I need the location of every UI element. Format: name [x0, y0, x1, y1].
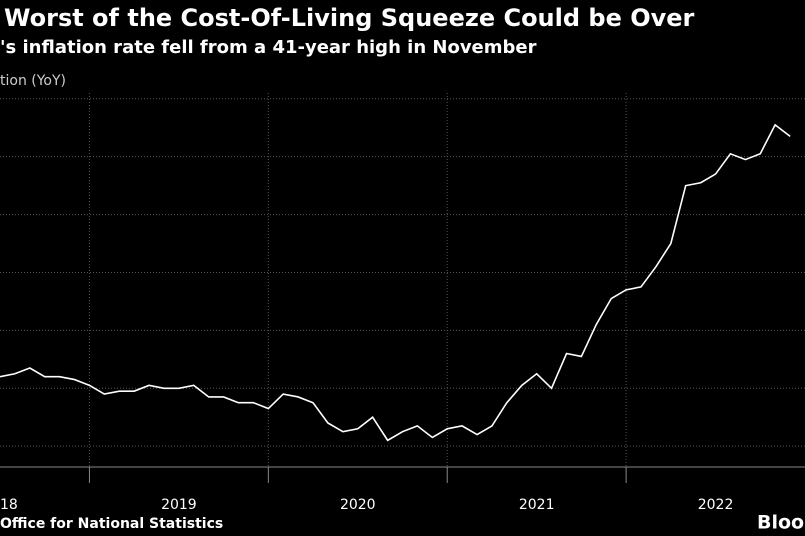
x-tick-label: 2020 [340, 497, 376, 513]
x-tick-label: 2019 [161, 497, 197, 513]
data-line [0, 123, 791, 442]
brand: Bloom [757, 512, 805, 534]
y-axis-label: tion (YoY) [0, 73, 66, 89]
chart-subtitle: 's inflation rate fell from a 41-year hi… [0, 37, 537, 58]
chart-title: Worst of the Cost-Of-Living Squeeze Coul… [4, 4, 695, 32]
x-tick-label: 2022 [698, 497, 734, 513]
x-tick-label: 2021 [519, 497, 555, 513]
x-tick-label: 2018 [0, 497, 18, 513]
source: Office for National Statistics [0, 516, 223, 532]
